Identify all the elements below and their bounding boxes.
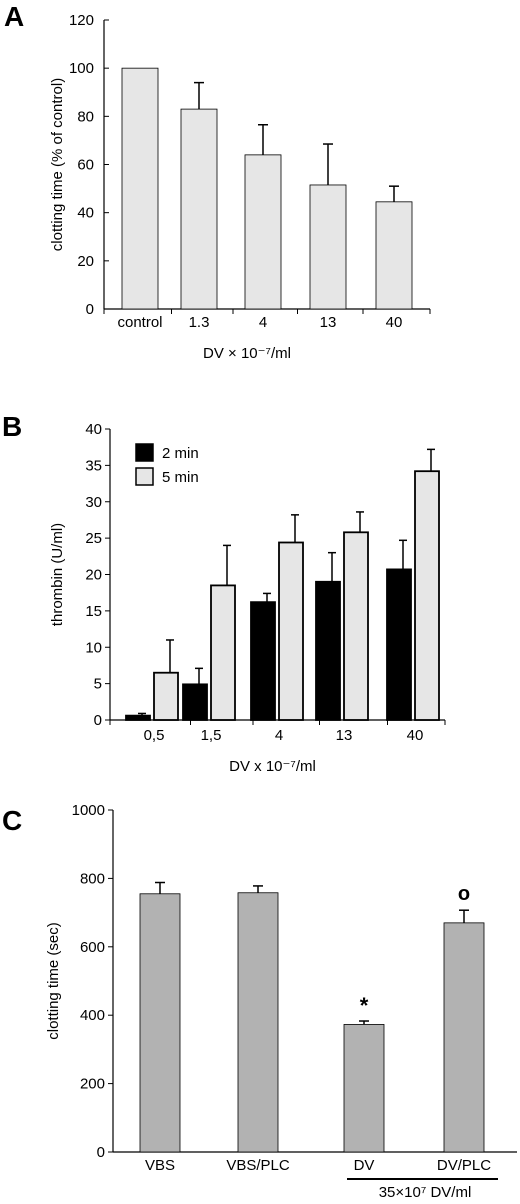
- y-tick-label: 400: [80, 1007, 105, 1024]
- y-tick-label: 40: [85, 421, 102, 438]
- bar: [139, 893, 181, 1153]
- significance-circle: o: [458, 883, 470, 905]
- y-axis-title: clotting time (% of control): [49, 78, 66, 251]
- y-tick-label: 200: [80, 1076, 105, 1093]
- panel-c-label: C: [2, 805, 22, 836]
- y-tick-label: 60: [77, 157, 94, 174]
- y-tick-label: 100: [69, 60, 94, 77]
- y-tick-label: 35: [85, 457, 102, 474]
- x-tick-label: 0,5: [144, 727, 165, 744]
- legend-label: 2 min: [162, 445, 199, 462]
- bar: [278, 541, 304, 721]
- bar: [125, 714, 151, 721]
- x-tick-label: 40: [386, 314, 403, 331]
- y-tick-label: 40: [77, 205, 94, 222]
- y-tick-label: 600: [80, 939, 105, 956]
- y-tick-label: 20: [77, 253, 94, 270]
- panel-a-chart: 0 20 40 60 80 100 120 clotting time (% of contr…: [49, 12, 431, 362]
- y-tick-label: 800: [80, 870, 105, 887]
- y-tick-label: 20: [85, 567, 102, 584]
- legend-label: 5 min: [162, 469, 199, 486]
- panel-b-chart: 0 5 10 15 20 25 30 35 40 thrombin (U/ml) 0,5 1,5 4 13…: [49, 421, 446, 775]
- bar: [443, 922, 485, 1153]
- y-tick-label: 15: [85, 603, 102, 620]
- y-tick-label: 1000: [72, 802, 105, 819]
- x-tick-label: VBS/PLC: [226, 1157, 290, 1174]
- bar: [343, 531, 369, 721]
- bar: [210, 584, 236, 721]
- x-tick-label: 13: [336, 727, 353, 744]
- legend-swatch: [135, 443, 154, 462]
- x-axis-title: DV × 10⁻⁷/ml: [203, 345, 291, 362]
- legend-swatch: [135, 467, 154, 486]
- bar: [153, 671, 179, 721]
- y-tick-label: 0: [94, 712, 102, 729]
- bar: [121, 67, 159, 310]
- bar: [343, 1024, 385, 1153]
- y-tick-label: 120: [69, 12, 94, 29]
- bar: [414, 470, 440, 721]
- x-tick-label: DV/PLC: [437, 1157, 491, 1174]
- bar: [244, 154, 282, 310]
- y-axis-title: clotting time (sec): [45, 922, 62, 1040]
- bar: [182, 683, 208, 721]
- x-tick-label: 1,5: [201, 727, 222, 744]
- y-tick-label: 0: [97, 1144, 105, 1161]
- y-tick-label: 25: [85, 530, 102, 547]
- panel-a-label: A: [4, 1, 24, 32]
- y-axis-title: thrombin (U/ml): [49, 523, 66, 626]
- panel-c-chart: 0 200 400 600 800 1000 clotting time (sec) VBS V…: [45, 802, 517, 1201]
- bar: [386, 568, 412, 721]
- x-axis-title: DV x 10⁻⁷/ml: [229, 758, 316, 775]
- y-tick-label: 30: [85, 494, 102, 511]
- bar: [315, 580, 341, 721]
- bar: [250, 601, 276, 721]
- y-tick-label: 0: [86, 301, 94, 318]
- x-tick-label: 40: [407, 727, 424, 744]
- x-tick-label: 13: [320, 314, 337, 331]
- x-tick-label: 1.3: [189, 314, 210, 331]
- x-tick-label: VBS: [145, 1157, 175, 1174]
- y-tick-label: 10: [85, 639, 102, 656]
- panel-b-label: B: [2, 411, 22, 442]
- x-tick-label: 4: [275, 727, 283, 744]
- significance-asterisk: *: [360, 993, 369, 1018]
- bar: [180, 108, 218, 310]
- x-tick-label: DV: [354, 1157, 375, 1174]
- bar: [237, 892, 279, 1153]
- x-tick-label: 4: [259, 314, 267, 331]
- bar: [309, 184, 347, 310]
- x-tick-label: control: [117, 314, 162, 331]
- y-tick-label: 5: [94, 676, 102, 693]
- bar: [375, 201, 413, 310]
- group-bracket-label: 35×10⁷ DV/ml: [379, 1184, 472, 1201]
- y-tick-label: 80: [77, 108, 94, 125]
